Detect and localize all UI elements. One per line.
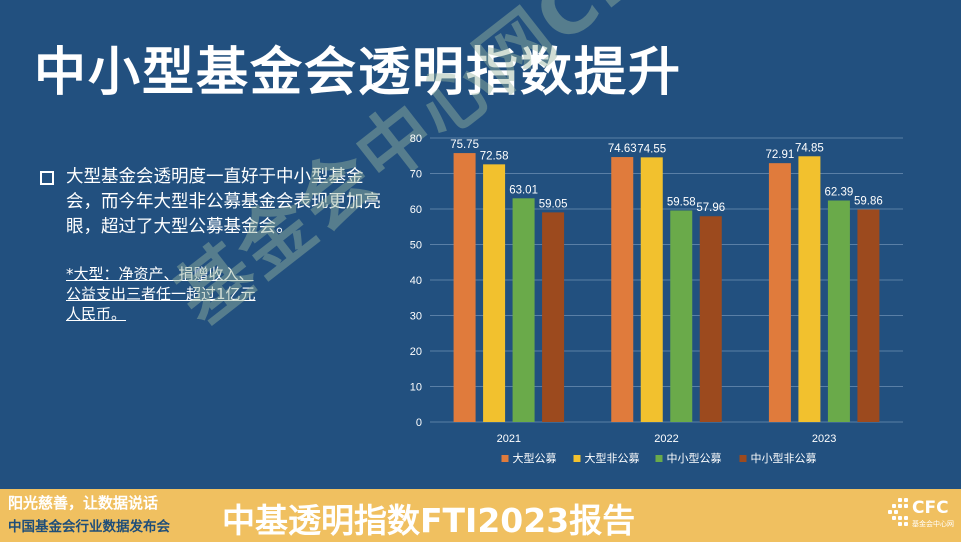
- footer-org: 中国基金会行业数据发布会: [8, 519, 170, 535]
- data-label: 75.75: [450, 139, 479, 151]
- y-tick-label: 10: [410, 382, 422, 394]
- data-label: 74.85: [795, 142, 824, 154]
- legend-label: 大型非公募: [585, 451, 640, 465]
- bar: [670, 210, 693, 422]
- bar: [798, 156, 821, 422]
- bar-chart: 0 10 20 30 40 50 60 70 80 75.75 72.58 63.01 59.05 202…: [398, 126, 910, 476]
- x-tick-label: 2021: [497, 433, 521, 445]
- bar: [640, 157, 663, 422]
- footer-bar: 阳光慈善，让数据说话 中国基金会行业数据发布会 中基透明指数FTI2023报告: [0, 489, 961, 542]
- y-tick-label: 70: [410, 169, 422, 181]
- bar: [542, 212, 565, 422]
- footer-slogan: 阳光慈善，让数据说话: [8, 494, 159, 512]
- legend-label: 中小型公募: [667, 451, 722, 465]
- bar: [453, 153, 476, 422]
- y-tick-label: 50: [410, 240, 422, 252]
- y-tick-label: 20: [410, 346, 422, 358]
- legend-label: 中小型非公募: [751, 451, 817, 465]
- legend-swatch: [655, 455, 663, 462]
- legend-swatch: [501, 455, 509, 462]
- footnote: *大型：净资产、捐赠收入、公益支出三者任一超过1亿元人民币。: [66, 265, 256, 323]
- y-tick-label: 60: [410, 204, 422, 216]
- bar: [768, 163, 791, 422]
- data-label: 57.96: [696, 202, 725, 214]
- bar: [857, 209, 880, 422]
- data-label: 74.55: [637, 143, 666, 155]
- data-label: 74.63: [608, 143, 637, 155]
- bar: [483, 164, 506, 422]
- data-label: 59.05: [539, 198, 568, 210]
- bullet-square-icon: [40, 171, 54, 185]
- logo-dots-icon: [888, 498, 910, 528]
- data-label: 72.91: [766, 149, 795, 161]
- data-label: 59.86: [854, 195, 883, 207]
- x-tick-label: 2022: [654, 433, 678, 445]
- data-label: 72.58: [480, 150, 509, 162]
- bar: [611, 157, 634, 422]
- data-label: 59.58: [667, 196, 696, 208]
- x-tick-label: 2023: [812, 433, 836, 445]
- y-tick-label: 80: [410, 133, 422, 145]
- footer-report-title: 中基透明指数FTI2023报告: [222, 501, 636, 540]
- bar: [699, 216, 722, 422]
- data-label: 62.39: [825, 187, 854, 199]
- logo-text: CFC: [912, 498, 949, 518]
- y-tick-label: 40: [410, 275, 422, 287]
- legend-swatch: [573, 455, 581, 462]
- bar: [827, 200, 850, 422]
- y-tick-label: 0: [416, 417, 422, 429]
- page-title: 中小型基金会透明指数提升: [34, 43, 683, 103]
- logo-subtext: 基金会中心网: [912, 520, 954, 528]
- data-label: 63.01: [509, 184, 538, 196]
- cfc-logo: CFC 基金会中心网: [888, 494, 958, 538]
- y-tick-label: 30: [410, 311, 422, 323]
- legend-swatch: [739, 455, 747, 462]
- bar: [512, 198, 535, 422]
- legend-label: 大型公募: [513, 451, 557, 465]
- bullet-text: 大型基金会透明度一直好于中小型基金会，而今年大型非公募基金会表现更加亮眼，超过了…: [66, 167, 381, 237]
